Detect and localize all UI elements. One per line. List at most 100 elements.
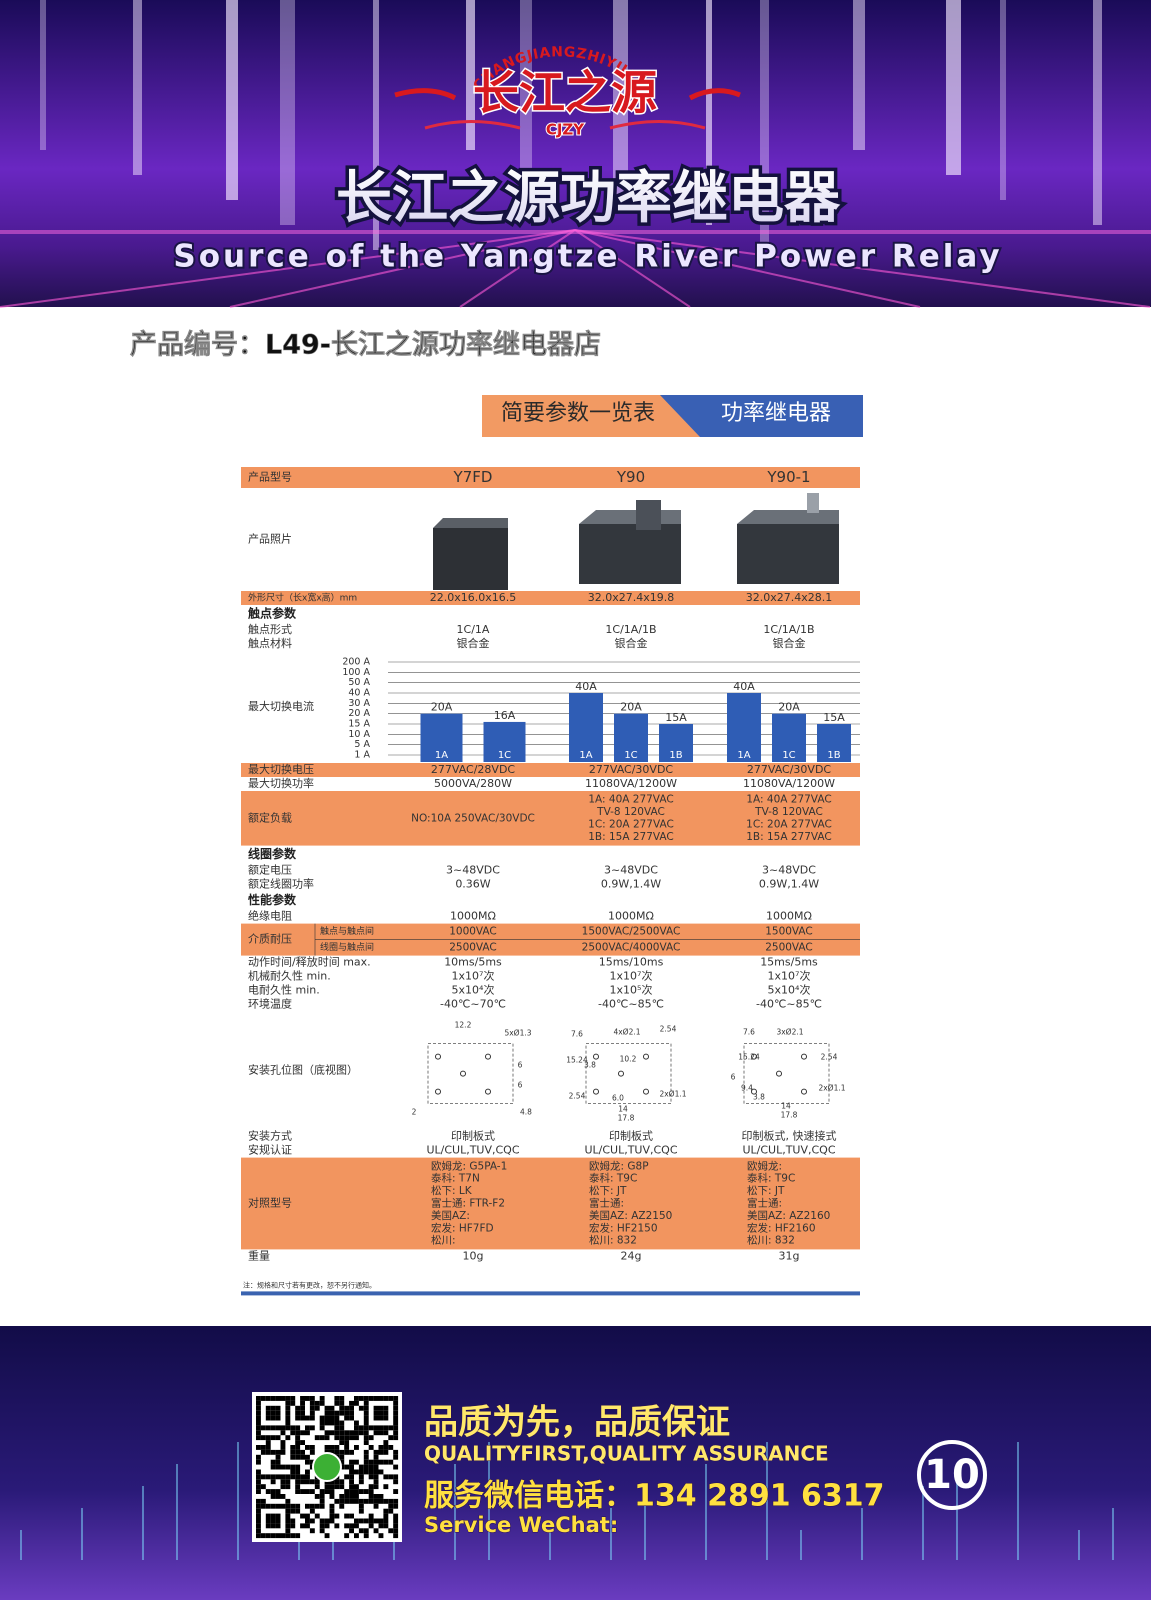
bar xyxy=(817,724,851,762)
tick-label: 30 A xyxy=(348,698,370,709)
qr-module xyxy=(344,1494,350,1499)
qr-module xyxy=(260,1435,266,1441)
qr-module xyxy=(393,1425,399,1431)
row-label: 产品照片 xyxy=(248,532,292,546)
cell-text: 1B: 15A 277VAC xyxy=(588,831,674,843)
bar-pole-label: 1A xyxy=(579,750,592,761)
qr-module xyxy=(280,1430,286,1436)
qr-module xyxy=(265,1405,271,1411)
qr-module xyxy=(290,1469,296,1475)
qr-module xyxy=(290,1503,296,1509)
qr-module xyxy=(305,1415,310,1421)
sub-label: 触点与触点间 xyxy=(320,925,374,937)
qr-module xyxy=(265,1440,271,1445)
qr-module xyxy=(383,1484,389,1490)
section-title: 性能参数 xyxy=(247,892,297,907)
qr-module xyxy=(324,1484,330,1490)
qr-module xyxy=(368,1489,374,1494)
qr-module xyxy=(290,1523,296,1529)
qr-module xyxy=(295,1405,301,1411)
qr-module xyxy=(319,1425,325,1431)
cell-text: -40℃~85℃ xyxy=(756,998,822,1011)
qr-module xyxy=(339,1459,345,1465)
qr-module xyxy=(378,1449,384,1455)
qr-module xyxy=(329,1484,335,1490)
qr-module xyxy=(344,1464,350,1470)
qr-module xyxy=(309,1503,315,1509)
qr-module xyxy=(265,1513,271,1519)
qr-module xyxy=(295,1410,301,1416)
dimension-label: 4xØ2.1 xyxy=(613,1028,640,1037)
qr-module xyxy=(295,1508,301,1514)
qr-module xyxy=(344,1533,350,1539)
light-beam xyxy=(760,0,769,250)
cell-text: NO:10A 250VAC/30VDC xyxy=(411,812,535,824)
qr-module xyxy=(363,1410,369,1416)
qr-module xyxy=(319,1415,325,1421)
qr-module xyxy=(295,1503,301,1509)
light-beam xyxy=(133,0,142,175)
row-label: 额定线圈功率 xyxy=(248,877,314,891)
qr-module xyxy=(393,1449,399,1455)
light-stick xyxy=(20,1530,22,1560)
qr-module xyxy=(319,1420,325,1426)
qr-module xyxy=(383,1513,389,1519)
qr-module xyxy=(290,1518,296,1524)
light-stick xyxy=(81,1508,83,1560)
mounting-diagram xyxy=(743,1043,830,1104)
cell-text: 松川: 832 xyxy=(589,1234,637,1247)
qr-module xyxy=(388,1503,394,1509)
tick-label: 40 A xyxy=(348,688,370,699)
qr-module xyxy=(309,1415,315,1421)
bar-value-label: 20A xyxy=(620,701,642,714)
row-label: 机械耐久性 min. xyxy=(248,969,331,983)
qr-module xyxy=(275,1405,281,1411)
qr-module xyxy=(309,1396,315,1401)
qr-module xyxy=(270,1494,276,1499)
qr-module xyxy=(275,1449,281,1455)
light-stick xyxy=(610,1508,612,1560)
cell-text: 3~48VDC xyxy=(762,864,816,877)
qr-module xyxy=(324,1410,330,1416)
qr-module xyxy=(256,1489,261,1494)
qr-module xyxy=(305,1513,310,1519)
cell-text: 泰科: T7N xyxy=(431,1172,480,1185)
qr-module xyxy=(329,1503,335,1509)
cell-text: 1000VAC xyxy=(449,926,497,938)
qr-module xyxy=(344,1523,350,1529)
qr-module xyxy=(344,1430,350,1436)
qr-module xyxy=(383,1498,389,1504)
banner-right-bg xyxy=(660,395,863,437)
qr-module xyxy=(378,1405,384,1411)
qr-module xyxy=(339,1479,345,1485)
header-subtitle: Source of the Yangtze River Power Relay xyxy=(173,239,1002,275)
qr-module xyxy=(314,1513,320,1519)
bar xyxy=(772,713,806,762)
pin-hole xyxy=(485,1053,491,1060)
qr-module xyxy=(300,1479,305,1485)
qr-module xyxy=(324,1523,330,1529)
qr-module xyxy=(275,1464,281,1470)
relay-body xyxy=(737,524,839,584)
qr-module xyxy=(270,1410,276,1416)
qr-module xyxy=(290,1445,296,1450)
relay-tab xyxy=(807,493,819,513)
qr-module xyxy=(393,1528,399,1534)
section-title: 触点参数 xyxy=(248,606,297,621)
qr-module xyxy=(270,1449,276,1455)
qr-module xyxy=(358,1474,364,1480)
qr-module xyxy=(285,1396,291,1401)
qr-module xyxy=(329,1508,335,1514)
qr-module xyxy=(305,1523,310,1529)
qr-module xyxy=(363,1440,369,1445)
diagram-outline xyxy=(585,1043,672,1104)
light-beam xyxy=(466,0,475,150)
qr-module xyxy=(314,1503,320,1509)
qr-module xyxy=(383,1449,389,1455)
cell-text: 1000MΩ xyxy=(766,910,812,923)
qr-module xyxy=(358,1518,364,1524)
qr-module xyxy=(265,1518,271,1524)
qr-module xyxy=(383,1405,389,1411)
qr-module xyxy=(334,1420,340,1426)
cell-text: 1C: 20A 277VAC xyxy=(588,819,674,831)
